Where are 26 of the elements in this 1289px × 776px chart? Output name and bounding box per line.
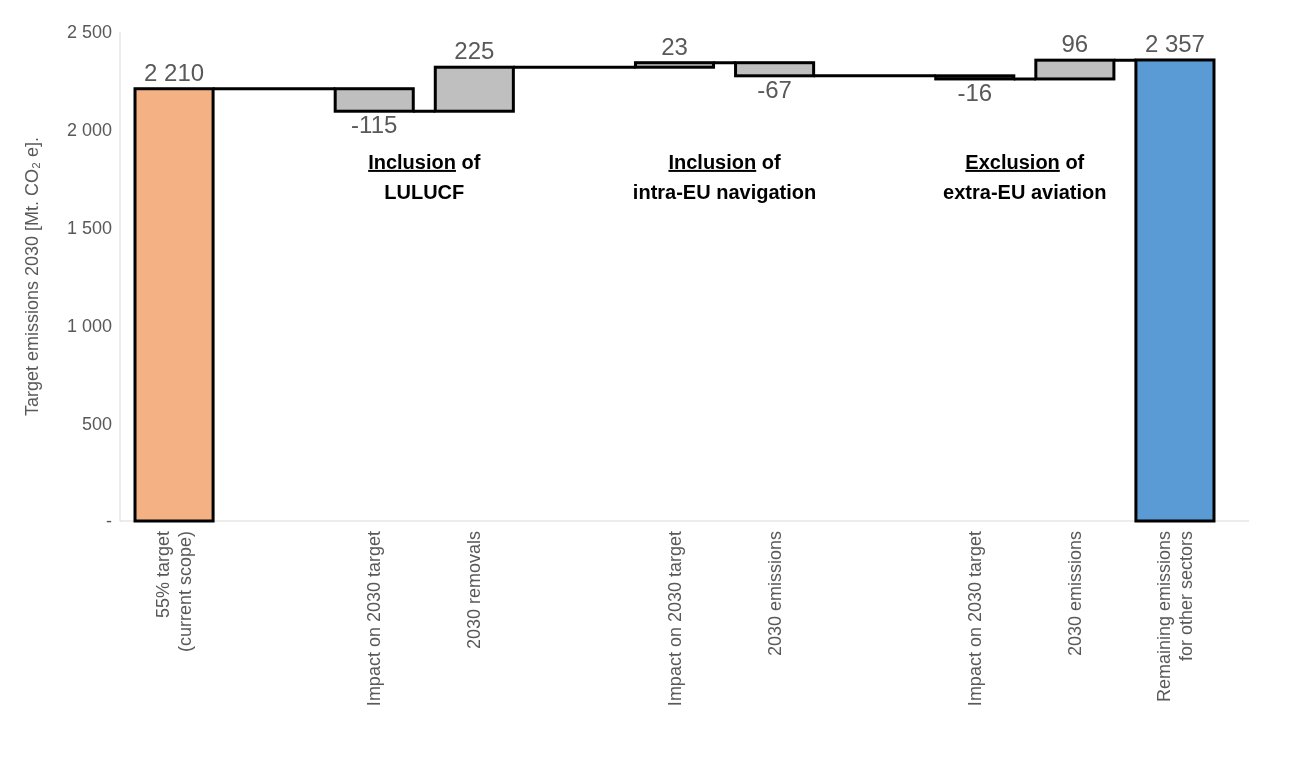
y-tick-label: 500 [81, 413, 112, 434]
y-tick-label: 2 000 [66, 120, 112, 141]
x-tick-label: Impact on 2030 target [364, 531, 385, 707]
y-tick-label: 1 000 [66, 315, 112, 336]
annotation: Exclusion of extra-EU aviation [943, 150, 1107, 203]
x-tick-label: Impact on 2030 target [664, 531, 685, 707]
y-tick-label: - [106, 511, 112, 532]
annotation: Inclusion of LULUCF [368, 150, 481, 203]
annotation: Inclusion of intra-EU navigation [632, 150, 817, 203]
x-tick-label: Remaining emissions for other sectors [1153, 531, 1196, 703]
x-tick-label: 55% target (current scope) [153, 531, 196, 653]
x-tick-label: 2030 removals [464, 531, 485, 650]
data-label: -16 [957, 78, 993, 106]
y-tick-label: 2 500 [66, 22, 112, 43]
x-tick-label: Impact on 2030 target [964, 531, 985, 707]
x-tick-label: 2030 emissions [1064, 531, 1085, 657]
data-label: 2 357 [1144, 29, 1205, 57]
y-tick-label: 1 500 [66, 217, 112, 238]
x-tick-label: 2030 emissions [764, 531, 785, 657]
data-label: -67 [757, 75, 792, 103]
data-label: 23 [661, 32, 688, 60]
data-label: -115 [351, 111, 398, 139]
y-axis-title: Target emissions 2030 [Mt. CO₂ e]. [22, 136, 42, 417]
data-label: 225 [454, 37, 495, 65]
data-label: 2 210 [144, 58, 205, 86]
data-label: 96 [1061, 30, 1089, 58]
